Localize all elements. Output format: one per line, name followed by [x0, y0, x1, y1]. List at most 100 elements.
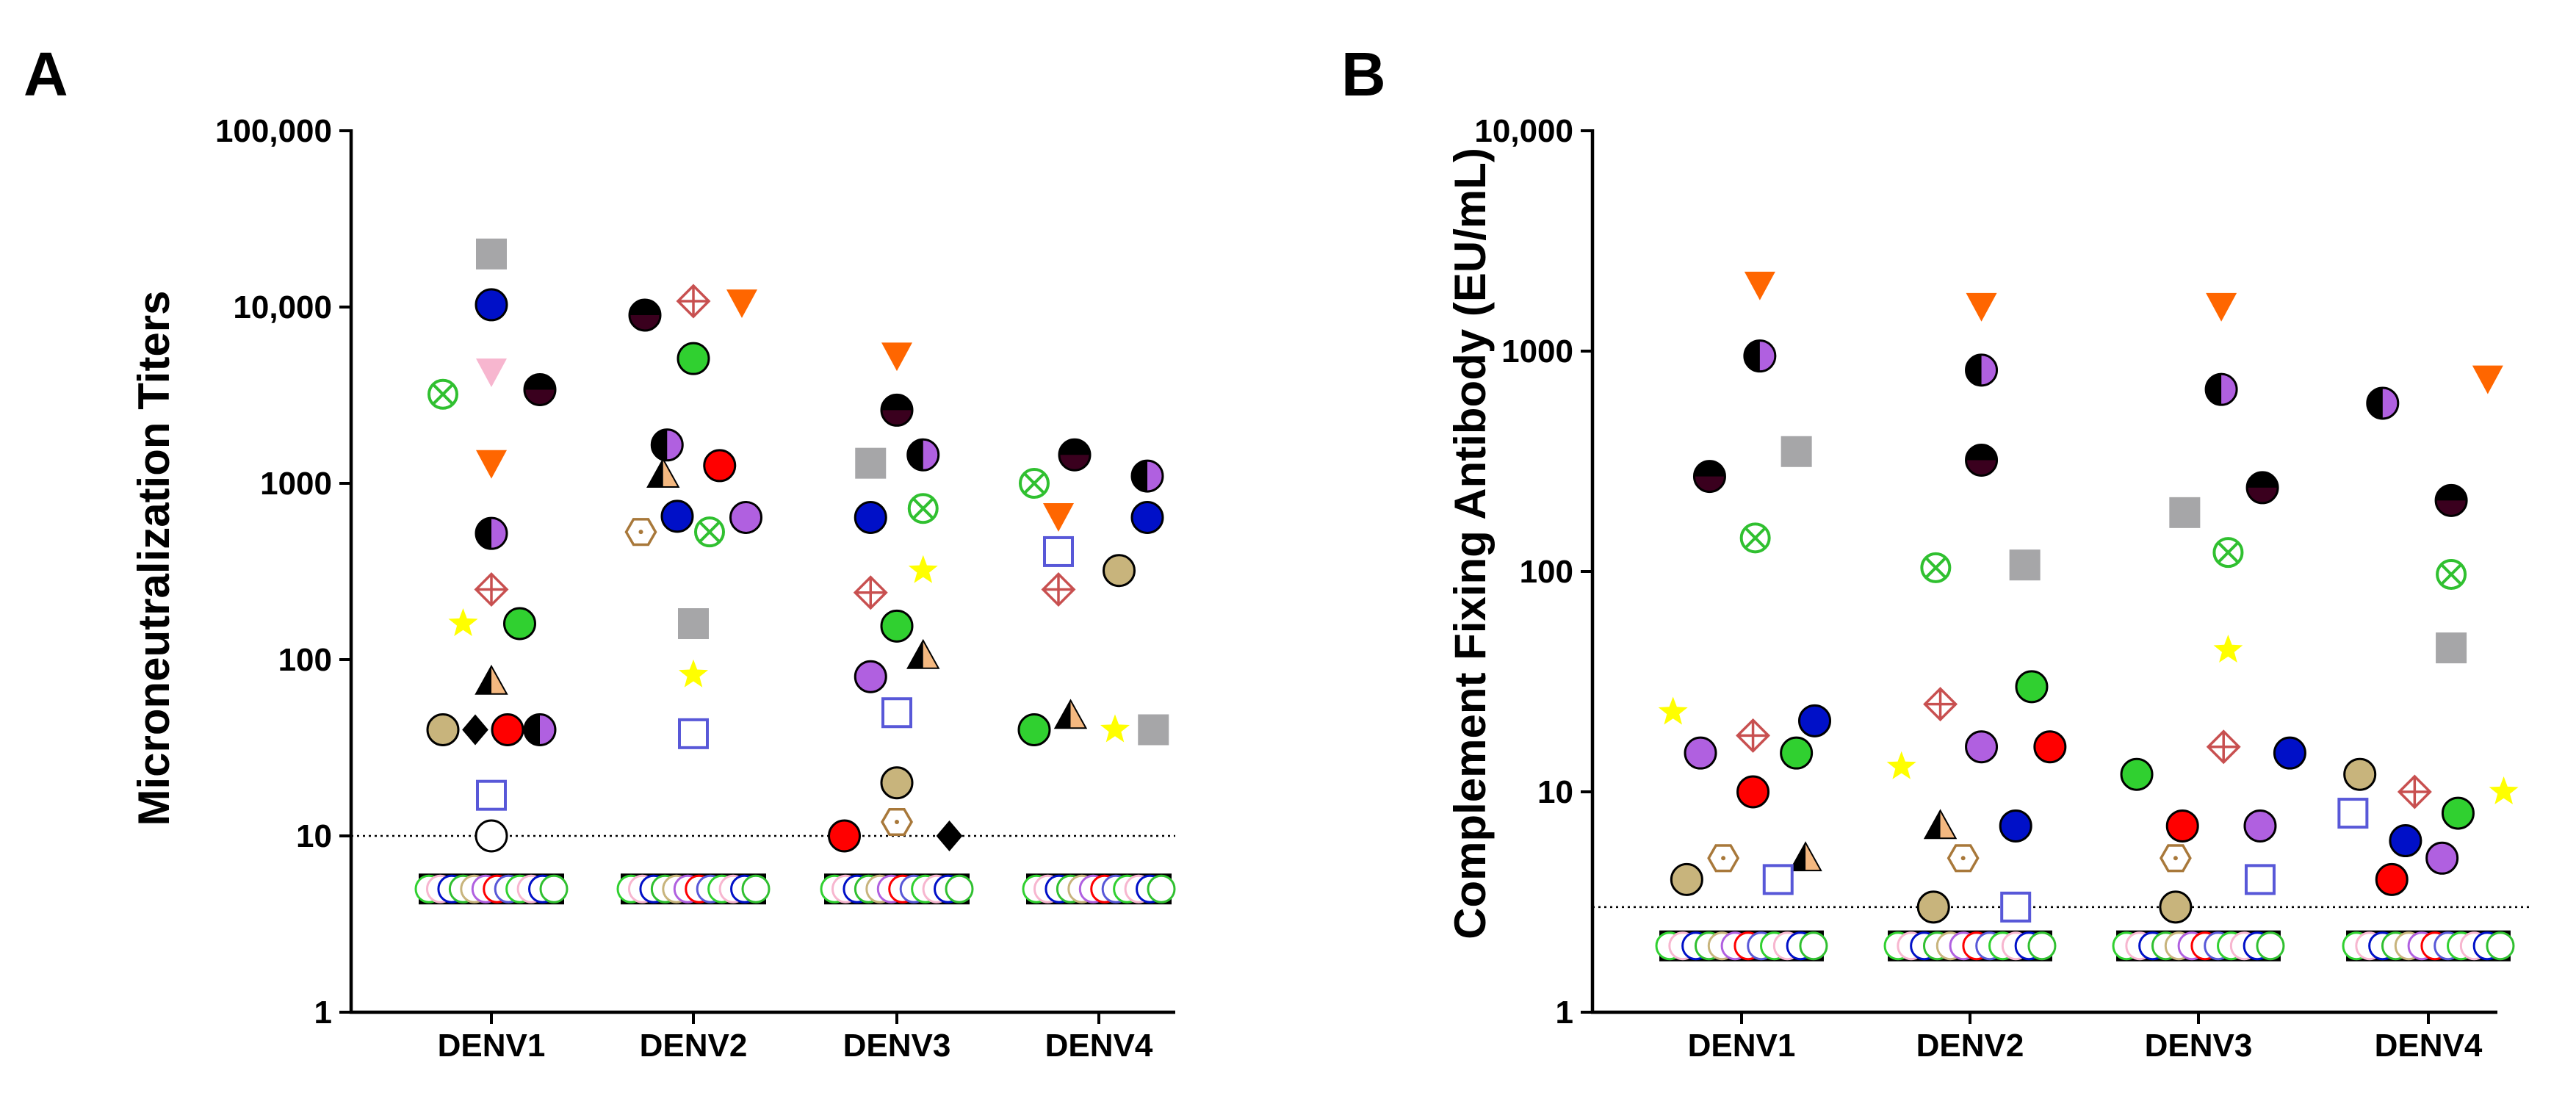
panel-a-axes: [349, 129, 1175, 1014]
panel-b-category-denv1: DENV1: [1688, 1028, 1796, 1064]
data-point: [475, 288, 508, 322]
data-point: [476, 238, 507, 270]
data-point: [628, 298, 662, 332]
data-point: [1043, 535, 1074, 567]
data-point: [1965, 443, 1999, 477]
data-point: [679, 659, 708, 688]
baseline-point: [2027, 931, 2057, 961]
data-point: [1736, 775, 1770, 809]
data-point: [2375, 862, 2409, 896]
panel-a-label: A: [24, 40, 68, 109]
data-point: [1684, 736, 1717, 770]
baseline-cluster-denv1: [1655, 930, 1828, 962]
data-point: [1947, 844, 1980, 873]
data-point: [660, 499, 694, 533]
data-point: [474, 572, 509, 607]
data-point: [1017, 713, 1051, 747]
data-point: [1789, 841, 1822, 872]
panel-a-ticks: 1 10 100 1000 10,000 100,000: [215, 113, 1175, 1031]
data-point: [726, 289, 757, 318]
data-point: [2212, 537, 2244, 569]
panel-a-y-axis-title: Microneutralization Titers: [129, 290, 178, 826]
data-point: [2441, 796, 2475, 830]
y-tick-label: 100,000: [215, 113, 332, 149]
panel-b: B Complement Fixing Antibody (EU/mL) DEN…: [1341, 40, 2530, 1064]
baseline-point: [2486, 931, 2515, 961]
data-point: [1923, 809, 1958, 840]
y-tick-label: 10: [1537, 774, 1573, 810]
data-point: [2434, 483, 2468, 517]
data-point: [523, 372, 557, 406]
data-point: [908, 555, 938, 583]
y-tick-label: 100: [1520, 554, 1573, 590]
data-point: [1041, 572, 1076, 607]
data-point: [475, 516, 508, 550]
data-point: [855, 447, 887, 479]
data-point: [1886, 751, 1916, 779]
data-point: [1744, 271, 1775, 300]
data-point: [881, 342, 912, 372]
data-point: [906, 638, 940, 669]
data-point: [1670, 862, 1703, 896]
data-point: [475, 819, 508, 853]
data-point: [678, 608, 709, 640]
data-point: [503, 607, 536, 641]
data-point: [1781, 436, 1812, 467]
data-point: [1138, 714, 1169, 746]
baseline-point: [1147, 874, 1176, 903]
baseline-point: [1799, 931, 1828, 961]
y-tick-label: 1000: [1501, 333, 1573, 369]
data-point: [676, 284, 711, 319]
data-point: [2489, 776, 2519, 804]
data-point: [1965, 730, 1999, 764]
data-point: [475, 664, 508, 695]
data-point: [2273, 736, 2306, 770]
data-point: [448, 608, 478, 636]
panel-a-category-denv4: DENV4: [1045, 1028, 1153, 1064]
data-point: [1058, 438, 1092, 472]
data-point: [1798, 704, 1832, 737]
data-point: [1103, 554, 1136, 588]
data-point: [1019, 468, 1050, 499]
data-point: [678, 718, 709, 749]
data-point: [646, 458, 680, 488]
data-point: [1965, 353, 1999, 387]
data-point: [2206, 729, 2241, 765]
data-point: [880, 393, 914, 427]
data-point: [523, 713, 557, 747]
data-point: [1658, 696, 1688, 725]
data-point: [2015, 670, 2049, 704]
panel-b-points: [1655, 271, 2519, 962]
data-point: [1043, 503, 1074, 532]
panel-a-category-denv1: DENV1: [438, 1028, 546, 1064]
data-point: [476, 358, 507, 387]
data-point: [1053, 699, 1088, 729]
data-point: [1100, 714, 1130, 743]
data-point: [853, 575, 888, 610]
data-point: [677, 342, 710, 375]
data-point: [426, 713, 460, 747]
baseline-point: [539, 874, 569, 903]
panel-a: A Microneutralization Titers DENV1 DENV2…: [24, 40, 1176, 1064]
data-point: [828, 819, 861, 853]
data-point: [1130, 501, 1164, 535]
data-point: [624, 518, 657, 546]
data-point: [2213, 635, 2243, 663]
panel-b-ticks: 1 10 100 1000 10,000: [1474, 113, 2530, 1031]
baseline-cluster-denv3: [2112, 930, 2285, 962]
data-point: [1923, 687, 1958, 722]
y-tick-label: 10,000: [233, 289, 332, 325]
y-tick-label: 1: [314, 995, 332, 1031]
baseline-point: [945, 874, 974, 903]
baseline-cluster-denv2: [1883, 930, 2057, 962]
data-point: [854, 501, 887, 535]
data-point: [1130, 459, 1164, 493]
data-point: [1920, 552, 1952, 583]
data-point: [854, 660, 887, 693]
baseline-cluster-denv3: [820, 873, 974, 905]
data-point: [703, 449, 737, 483]
panel-b-axes: [1590, 129, 2497, 1014]
data-point: [2120, 757, 2154, 791]
data-point: [491, 713, 524, 747]
data-point: [881, 697, 912, 729]
